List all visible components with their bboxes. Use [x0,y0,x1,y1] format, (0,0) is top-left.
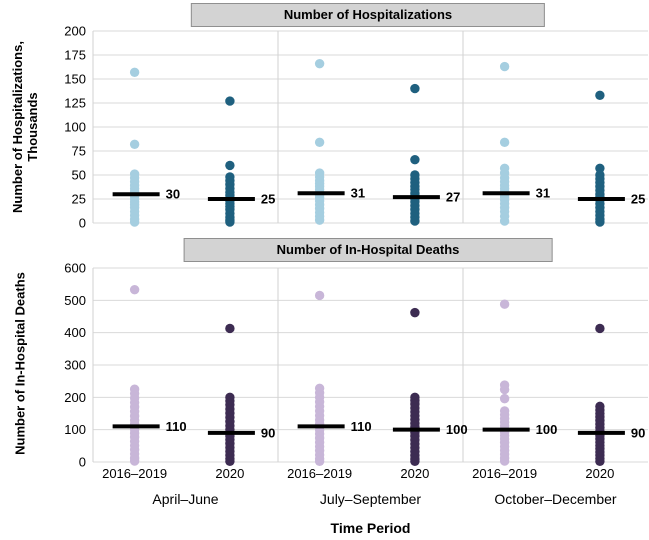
data-point [314,137,325,148]
y-tick-label: 75 [72,144,86,159]
data-point [595,163,605,173]
x-series-label: 2016–2019 [287,466,353,481]
data-point [595,456,605,467]
median-label: 110 [166,419,187,434]
x-period-label: April–June [152,491,219,507]
y-tick-label: 600 [64,261,86,276]
data-point [499,137,510,148]
data-point [129,217,140,227]
y-tick-label: 125 [64,96,86,111]
panel-title-deaths: Number of In-Hospital Deaths [183,238,553,262]
y-axis-title-line-2: Thousands [25,92,40,162]
median-label: 90 [631,425,645,440]
data-point [314,58,325,69]
median-label: 100 [536,422,558,437]
y-tick-label: 100 [64,422,86,437]
data-point [499,216,510,226]
data-point [314,290,325,301]
data-point [410,216,420,226]
data-point [129,67,140,77]
x-period-label: October–December [494,491,617,507]
data-point [129,284,140,295]
data-point [499,299,510,309]
x-series-label: 2020 [400,466,430,481]
y-axis-title-line-1: Number of Hospitalizations, [10,41,25,213]
y-axis-title-hospitalizations: Number of Hospitalizations, Thousands [10,7,40,247]
data-point [410,456,420,467]
y-tick-label: 0 [79,455,86,470]
data-point [499,61,510,72]
data-point [595,90,605,101]
median-label: 25 [261,192,275,207]
y-tick-label: 300 [64,358,86,373]
y-tick-label: 400 [64,325,86,340]
x-axis-title: Time Period [330,520,411,536]
y-tick-label: 0 [79,216,86,231]
y-tick-label: 25 [72,192,86,207]
median-label: 100 [446,422,468,437]
data-point [314,456,325,467]
data-point [129,456,140,466]
x-series-label: 2016–2019 [102,466,168,481]
data-point [129,139,140,149]
data-point [595,323,605,334]
x-series-label: 2020 [215,466,245,481]
median-label: 25 [631,192,645,207]
y-axis-title-deaths: Number of In-Hospital Deaths [12,272,28,455]
x-series-label: 2016–2019 [472,466,538,481]
data-point [410,307,420,318]
data-point [225,456,235,467]
y-tick-label: 500 [64,293,86,308]
x-period-label: July–September [319,491,422,507]
y-tick-label: 50 [72,168,86,183]
x-series-label: 2020 [585,466,615,481]
median-label: 27 [446,190,460,205]
data-point [410,154,420,165]
data-point [225,96,235,106]
median-label: 110 [351,419,372,434]
data-point [499,384,510,395]
median-label: 30 [166,187,180,202]
y-tick-label: 175 [64,48,86,63]
y-tick-label: 200 [64,24,86,39]
data-point [499,456,510,466]
data-point [225,217,235,227]
y-tick-label: 150 [64,72,86,87]
data-point [314,215,325,225]
data-point [595,217,605,227]
data-point [225,160,235,171]
data-point [499,393,510,404]
y-tick-label: 100 [64,120,86,135]
y-tick-label: 200 [64,390,86,405]
panel-title-hospitalizations: Number of Hospitalizations [190,3,546,27]
data-point [225,323,235,334]
median-label: 31 [536,186,550,201]
median-label: 90 [261,425,275,440]
data-point [410,83,420,94]
median-label: 31 [351,186,365,201]
